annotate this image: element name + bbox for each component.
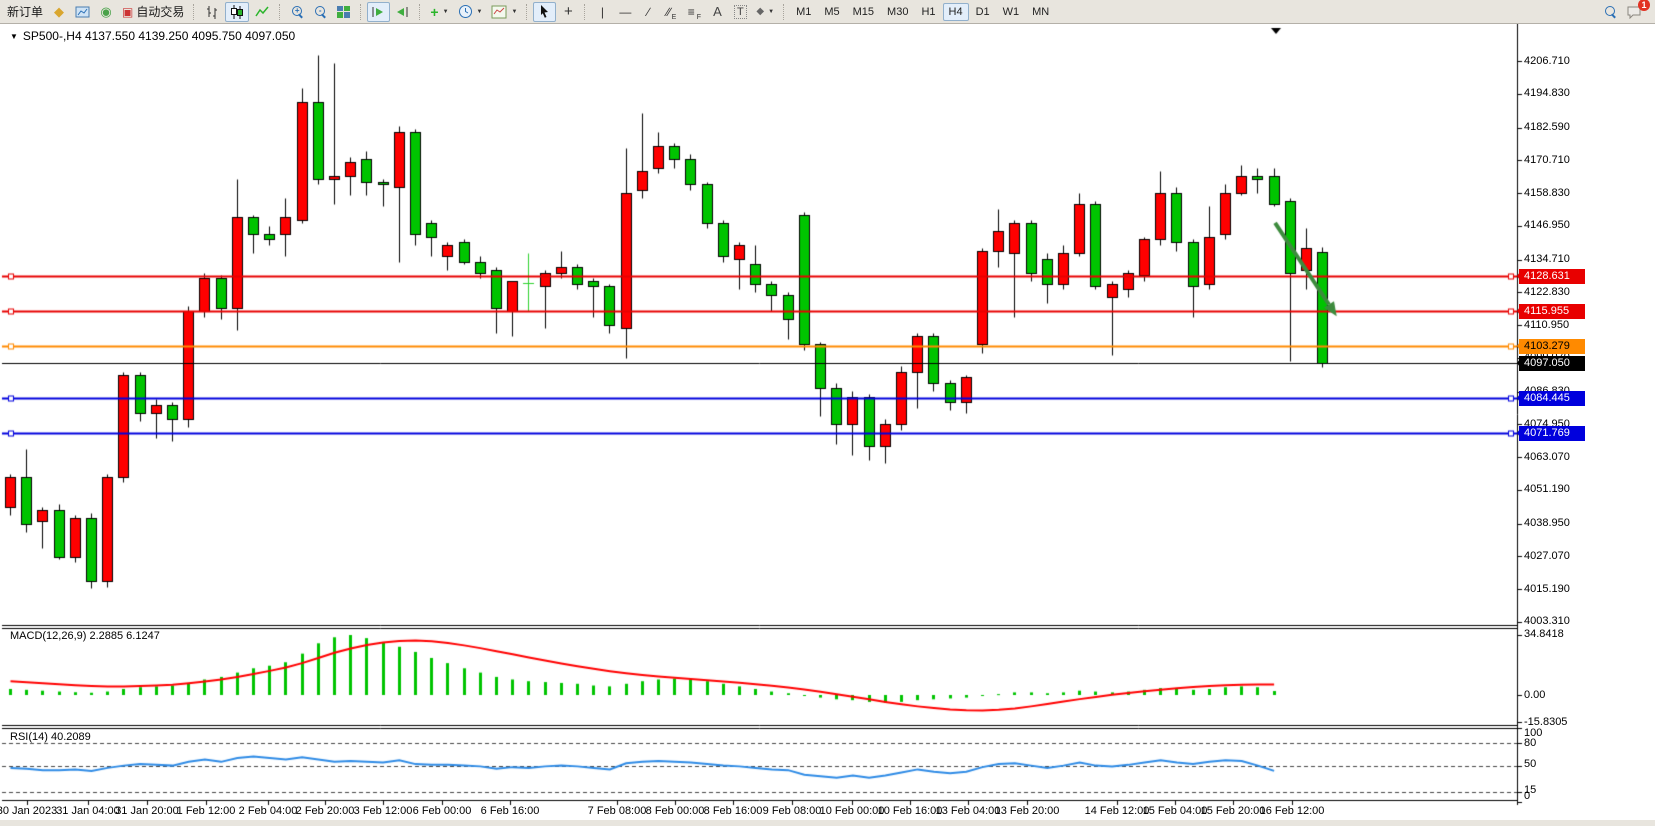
fibonacci-button[interactable]: ≡ F	[683, 2, 705, 22]
auto-trading-label: 自动交易	[136, 5, 185, 19]
tile-windows-icon	[337, 5, 351, 18]
zoom-out-button[interactable]: -	[309, 2, 331, 22]
rsi-indicator-label: RSI(14) 40.2089	[10, 731, 91, 743]
signals-icon-button[interactable]: ◉	[95, 2, 117, 22]
shapes-button[interactable]: ◆ ▼	[752, 2, 778, 22]
line-chart-icon	[255, 6, 269, 16]
new-order-icon-button[interactable]: ◆	[48, 2, 70, 22]
fibonacci-sub-label: F	[696, 13, 702, 21]
crosshair-button[interactable]: +	[557, 2, 579, 22]
text-label-button[interactable]: A	[706, 2, 728, 22]
text-label-icon: A	[713, 3, 722, 19]
timeframe-dropdown-button[interactable]: ▼	[454, 2, 487, 22]
symbol-info-bar: ▼ SP500-,H4 4137.550 4139.250 4095.750 40…	[10, 29, 295, 43]
bar-chart-icon	[207, 5, 218, 19]
dropdown-icon: ▼	[768, 8, 775, 15]
line-chart-button[interactable]	[250, 2, 274, 22]
candlestick-chart-button[interactable]	[225, 1, 250, 22]
vertical-line-icon: |	[600, 4, 604, 19]
add-indicator-icon: +	[430, 3, 439, 20]
zoom-in-button[interactable]: +	[286, 2, 308, 22]
chart-shift-icon	[397, 6, 408, 17]
search-button[interactable]	[1599, 2, 1621, 22]
toolbar-separator	[584, 3, 586, 20]
symbol-ohlc-text: SP500-,H4 4137.550 4139.250 4095.750 409…	[22, 29, 296, 43]
signals-icon: ◉	[100, 3, 112, 19]
crosshair-icon: +	[564, 2, 573, 20]
tab-timeframe-d1[interactable]: D1	[975, 5, 990, 18]
chart-window-icon-button[interactable]	[71, 2, 94, 22]
tab-timeframe-mn[interactable]: MN	[1032, 5, 1050, 18]
toolbar-separator	[279, 3, 281, 20]
dropdown-icon: ▼	[442, 8, 449, 15]
new-order-icon: ◆	[54, 3, 65, 19]
toolbar-separator	[419, 3, 421, 20]
shapes-icon: ◆	[756, 5, 765, 17]
tab-timeframe-m5[interactable]: M5	[824, 5, 840, 18]
new-order-label: 新订单	[7, 5, 44, 19]
notifications-button[interactable]: 1	[1622, 0, 1650, 22]
new-order-button[interactable]: 新订单	[3, 2, 47, 22]
price-chart-canvas[interactable]	[0, 24, 1655, 820]
horizontal-line-button[interactable]: —	[614, 2, 636, 22]
dropdown-icon: ▼	[476, 8, 483, 15]
tab-timeframe-m1[interactable]: M1	[796, 5, 812, 18]
tab-timeframe-m30[interactable]: M30	[887, 5, 909, 18]
tab-timeframe-m15[interactable]: M15	[852, 5, 875, 18]
template-icon	[491, 5, 507, 18]
channel-icon: ∕∕	[666, 4, 671, 19]
toolbar-separator	[526, 3, 528, 20]
clock-icon	[458, 5, 472, 18]
vertical-line-button[interactable]: |	[591, 2, 613, 22]
zoom-in-icon: +	[291, 6, 303, 19]
auto-scroll-icon	[372, 6, 384, 17]
tab-timeframe-w1[interactable]: W1	[1002, 5, 1020, 18]
channel-sub-label: E	[671, 13, 677, 21]
toolbar-separator	[783, 3, 785, 20]
fibonacci-icon: ≡	[687, 4, 696, 19]
cursor-button[interactable]	[533, 1, 557, 22]
trendline-icon: ∕	[647, 4, 650, 19]
bar-chart-button[interactable]	[200, 2, 224, 22]
channel-button[interactable]: ∕∕ E	[660, 2, 682, 22]
macd-indicator-label: MACD(12,26,9) 2.2885 6.1247	[10, 630, 160, 642]
dropdown-icon: ▼	[511, 8, 518, 15]
search-icon	[1604, 6, 1616, 19]
toolbar-separator	[360, 3, 362, 20]
one-click-trading-collapse-icon[interactable]: ▼	[10, 32, 18, 41]
horizontal-line-icon: —	[619, 4, 632, 19]
tab-timeframe-h4[interactable]: H4	[942, 2, 969, 21]
chart-shift-button[interactable]	[391, 2, 414, 22]
auto-scroll-button[interactable]	[367, 1, 391, 22]
tile-windows-button[interactable]	[332, 2, 355, 22]
candlestick-chart-icon	[231, 4, 244, 19]
toolbar-separator	[193, 3, 195, 20]
notification-badge: 1	[1638, 0, 1650, 11]
auto-trading-button[interactable]: ▣ 自动交易	[118, 2, 188, 22]
chart-window-icon	[75, 6, 90, 17]
text-box-button[interactable]: T	[729, 2, 751, 22]
cursor-icon	[541, 5, 549, 18]
auto-trading-icon: ▣	[122, 4, 134, 19]
trendline-button[interactable]: ∕	[637, 2, 659, 22]
main-toolbar: 新订单 ◆ ◉ ▣ 自动交易 + - + ▼ ▼ ▼	[0, 0, 1655, 24]
tab-timeframe-h1[interactable]: H1	[921, 5, 936, 18]
zoom-out-icon: -	[314, 6, 326, 19]
template-button[interactable]: ▼	[487, 2, 521, 22]
add-indicator-button[interactable]: + ▼	[426, 2, 452, 22]
text-box-icon: T	[734, 4, 747, 19]
